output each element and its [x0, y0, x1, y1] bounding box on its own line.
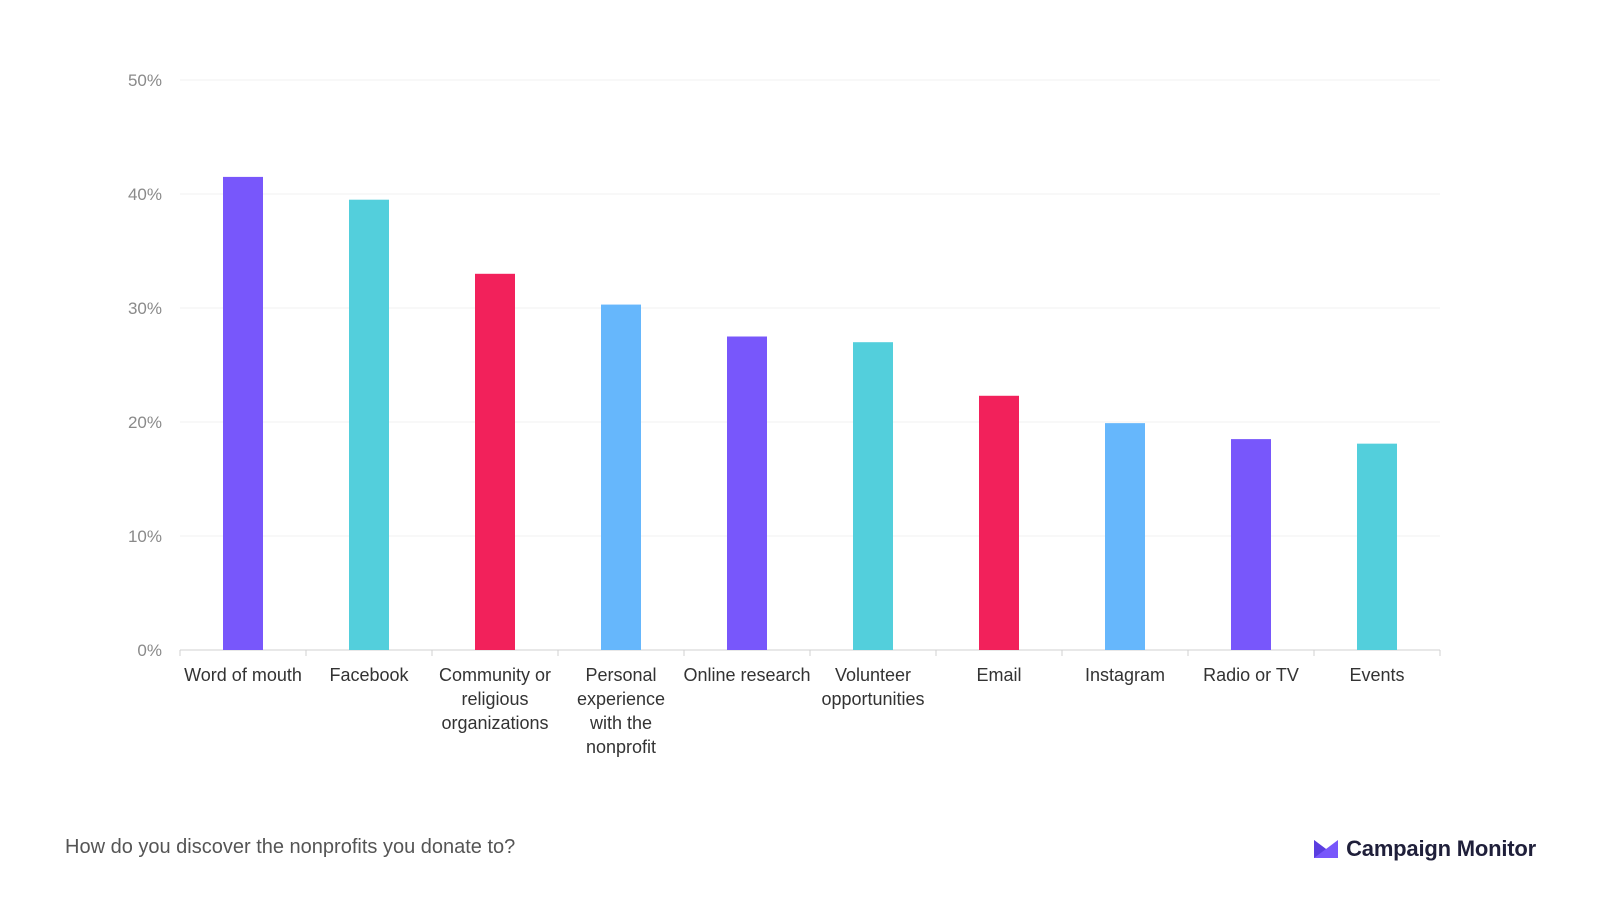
y-tick-label: 30%: [128, 299, 162, 318]
bar: [475, 273, 515, 650]
y-tick-label: 0%: [137, 641, 162, 660]
x-category-label-line: Personal: [585, 665, 656, 685]
x-category-label-line: Instagram: [1085, 665, 1165, 685]
x-category-label: Instagram: [1085, 665, 1165, 685]
x-category-label-line: Volunteer: [835, 665, 911, 685]
bar: [853, 342, 893, 650]
x-category-label-line: Word of mouth: [184, 665, 302, 685]
x-category-label-line: Radio or TV: [1203, 665, 1299, 685]
bar: [349, 199, 389, 650]
x-category-label: Events: [1349, 665, 1404, 685]
y-tick-label: 50%: [128, 71, 162, 90]
brand-name: Campaign Monitor: [1346, 836, 1536, 861]
x-category-label-line: religious: [461, 689, 528, 709]
bar: [1357, 443, 1397, 650]
x-category-label-line: with the: [589, 713, 652, 733]
envelope-logo-icon: [1314, 840, 1339, 858]
x-category-label: Radio or TV: [1203, 665, 1299, 685]
bar: [601, 304, 641, 650]
x-category-label-line: Community or: [439, 665, 551, 685]
x-category-label: Personal experience with the nonprofit: [577, 665, 665, 757]
brand-logo: Campaign Monitor: [1314, 836, 1536, 862]
x-category-label: Email: [976, 665, 1021, 685]
x-category-label: Online research: [683, 665, 810, 685]
chart-caption: How do you discover the nonprofits you d…: [65, 836, 516, 858]
x-category-label-line: Email: [976, 665, 1021, 685]
bar: [979, 395, 1019, 650]
x-category-label: Community or religious organizations: [439, 665, 551, 733]
x-category-label: Volunteer opportunities: [821, 665, 924, 709]
x-category-label-line: experience: [577, 689, 665, 709]
x-category-label-line: nonprofit: [586, 737, 656, 757]
y-tick-label: 40%: [128, 185, 162, 204]
x-category-label: Word of mouth: [184, 665, 302, 685]
bar: [1105, 423, 1145, 650]
x-category-label-line: Events: [1349, 665, 1404, 685]
x-category-label-line: Facebook: [329, 665, 409, 685]
y-tick-label: 20%: [128, 413, 162, 432]
x-category-label-line: Online research: [683, 665, 810, 685]
bar: [1231, 439, 1271, 650]
x-category-label: Facebook: [329, 665, 409, 685]
bar: [727, 336, 767, 650]
bar: [223, 176, 263, 650]
x-category-label-line: organizations: [441, 713, 548, 733]
y-tick-label: 10%: [128, 527, 162, 546]
bar-chart: 0% 10% 20% 30% 40% 50% Word of mouth Facebook Co…: [128, 71, 1441, 757]
x-category-label-line: opportunities: [821, 689, 924, 709]
